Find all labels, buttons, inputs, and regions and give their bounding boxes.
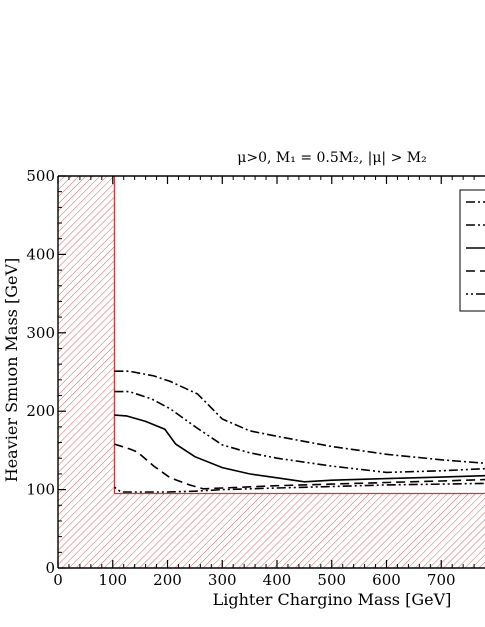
x-tick-label: 300	[208, 571, 237, 589]
legend	[459, 189, 485, 312]
x-tick-label: 200	[153, 571, 182, 589]
x-tick-label: 500	[317, 571, 346, 589]
excluded-region-boundary	[113, 176, 485, 495]
series-line-2	[114, 390, 485, 474]
x-tick-label: 100	[98, 571, 127, 589]
series-line-1	[114, 370, 485, 465]
series-line-3	[114, 414, 485, 483]
x-axis-label: Lighter Chargino Mass [GeV]	[213, 590, 452, 609]
chart-title: μ>0, M₁ = 0.5M₂, |μ| > M₂	[237, 150, 426, 166]
excluded-region	[58, 176, 485, 568]
series-line-4	[114, 443, 485, 490]
series-line-5	[113, 482, 485, 493]
x-tick-label: 0	[53, 571, 63, 589]
x-tick-label: 400	[263, 571, 292, 589]
y-tick-label: 300	[26, 324, 55, 342]
y-axis-label: Heavier Smuon Mass [GeV]	[2, 258, 21, 483]
legend-box	[459, 189, 485, 312]
x-tick-label: 700	[427, 571, 456, 589]
y-tick-label: 0	[45, 559, 55, 577]
y-tick-label: 200	[26, 402, 55, 420]
axes: 0 100 200 300 400 500 600 700 0 100 200 300 400 500	[26, 167, 485, 589]
y-tick-label: 100	[26, 481, 55, 499]
excluded-region-hatch	[58, 176, 485, 568]
series-group	[113, 370, 485, 493]
y-tick-label: 400	[26, 245, 55, 263]
x-tick-label: 600	[372, 571, 401, 589]
y-tick-label: 500	[26, 167, 55, 185]
